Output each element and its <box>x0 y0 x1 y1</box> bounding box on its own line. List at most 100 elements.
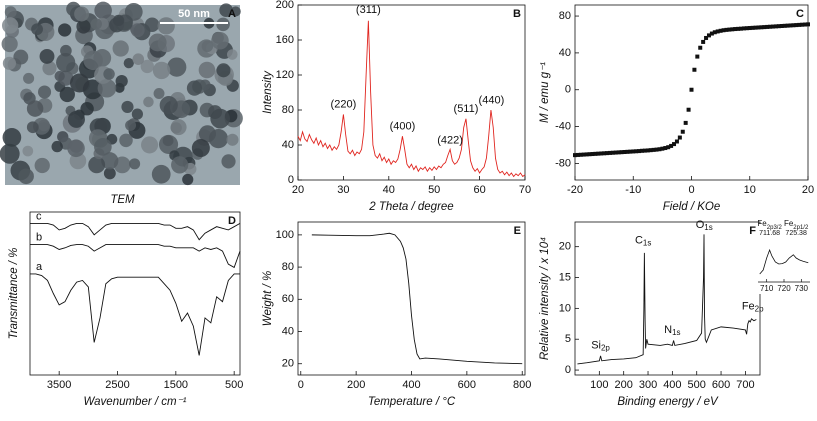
data-point <box>669 143 674 148</box>
data-point <box>724 27 729 32</box>
nanoparticle <box>170 122 182 134</box>
y-tick-label: 80 <box>282 261 294 273</box>
nanoparticle <box>144 17 160 32</box>
data-point <box>692 67 697 72</box>
x-tick-label: 200 <box>615 379 633 391</box>
nanoparticle <box>230 6 241 17</box>
x-tick-label: 200 <box>347 379 365 391</box>
y-tick-label: 10 <box>559 302 571 314</box>
x-tick-label: 60 <box>473 184 485 196</box>
data-point <box>730 27 735 32</box>
y-tick-label: -80 <box>555 157 571 169</box>
annotation: (400) <box>390 121 416 133</box>
data-point <box>695 54 700 59</box>
data-line <box>30 244 241 269</box>
y-tick-label: 15 <box>559 271 571 283</box>
panel-label: A <box>228 8 236 20</box>
nanoparticle <box>90 18 102 30</box>
caption: TEM <box>110 194 135 206</box>
nanoparticle <box>198 125 217 143</box>
nanoparticle <box>182 173 194 186</box>
nanoparticle <box>210 108 231 129</box>
data-point <box>721 28 726 33</box>
data-point <box>776 24 781 29</box>
nanoparticle <box>58 23 72 37</box>
data-point <box>654 147 659 152</box>
data-point <box>727 27 732 32</box>
nanoparticle <box>94 138 112 156</box>
y-axis-label: Intensity <box>262 70 274 114</box>
y-tick-label: 20 <box>559 241 571 253</box>
data-point <box>736 26 741 31</box>
nanoparticle <box>152 61 171 80</box>
data-point <box>709 31 714 36</box>
nanoparticle <box>34 157 50 174</box>
data-line <box>297 20 526 178</box>
x-axis-label: Temperature / °C <box>368 396 456 408</box>
data-point <box>616 150 621 155</box>
data-point <box>715 29 720 34</box>
nanoparticle <box>201 40 214 53</box>
y-tick-label: 0 <box>565 364 571 376</box>
x-tick-label: 10 <box>744 184 756 196</box>
data-point <box>663 146 668 151</box>
annotation: (440) <box>479 94 505 106</box>
data-point <box>573 153 577 158</box>
nanoparticle <box>74 6 90 22</box>
panel-label: C <box>796 8 804 20</box>
data-point <box>613 150 618 155</box>
data-point <box>680 129 685 134</box>
nanoparticle <box>39 48 55 64</box>
nanoparticle <box>54 70 65 82</box>
data-point <box>648 148 653 153</box>
nanoparticle <box>199 79 211 91</box>
nanoparticle <box>216 63 231 78</box>
data-point <box>660 146 665 151</box>
nanoparticle <box>103 68 115 80</box>
nanoparticle <box>132 53 145 65</box>
inset-annotation: Fe2p3/2 <box>757 219 782 230</box>
data-point <box>771 24 776 29</box>
data-point <box>607 150 612 155</box>
y-tick-label: 80 <box>282 104 294 116</box>
nanoparticle <box>216 17 230 32</box>
data-point <box>701 39 706 44</box>
nanoparticle <box>115 75 128 88</box>
data-point <box>677 135 682 140</box>
x-tick-label: 2500 <box>105 379 129 391</box>
nanoparticle <box>143 96 154 108</box>
data-point <box>625 149 630 154</box>
data-point <box>575 152 580 157</box>
series-label: b <box>36 232 42 244</box>
annotation: Fe2p <box>742 300 764 313</box>
x-tick-label: 500 <box>688 379 706 391</box>
nanoparticle <box>22 145 34 157</box>
data-point <box>800 22 805 27</box>
nanoparticle <box>67 110 85 128</box>
data-point <box>744 26 749 31</box>
inset-x-tick-label: 720 <box>777 284 791 293</box>
data-point <box>666 145 671 150</box>
y-tick-label: 5 <box>565 333 571 345</box>
nanoparticle <box>2 56 16 70</box>
nanoparticle <box>4 6 17 19</box>
data-point <box>791 23 796 28</box>
data-point <box>672 142 677 147</box>
y-tick-label: 0 <box>565 84 571 96</box>
annotation: (220) <box>331 99 357 111</box>
nanoparticle <box>0 143 20 164</box>
data-point <box>797 22 802 27</box>
x-axis-label: 2 Theta / degree <box>368 201 453 213</box>
nanoparticle <box>51 140 63 153</box>
x-tick-label: -10 <box>625 184 641 196</box>
nanoparticle <box>1 35 18 53</box>
inset-x-tick-label: 730 <box>795 284 809 293</box>
scale-bar-label: 50 nm <box>178 8 210 20</box>
x-tick-label: -20 <box>567 184 583 196</box>
nanoparticle <box>56 52 76 73</box>
inset-x-tick-label: 710 <box>760 284 774 293</box>
data-point <box>642 148 647 153</box>
nanoparticle <box>162 135 174 147</box>
nanoparticle <box>94 1 112 20</box>
x-tick-label: 500 <box>225 379 243 391</box>
